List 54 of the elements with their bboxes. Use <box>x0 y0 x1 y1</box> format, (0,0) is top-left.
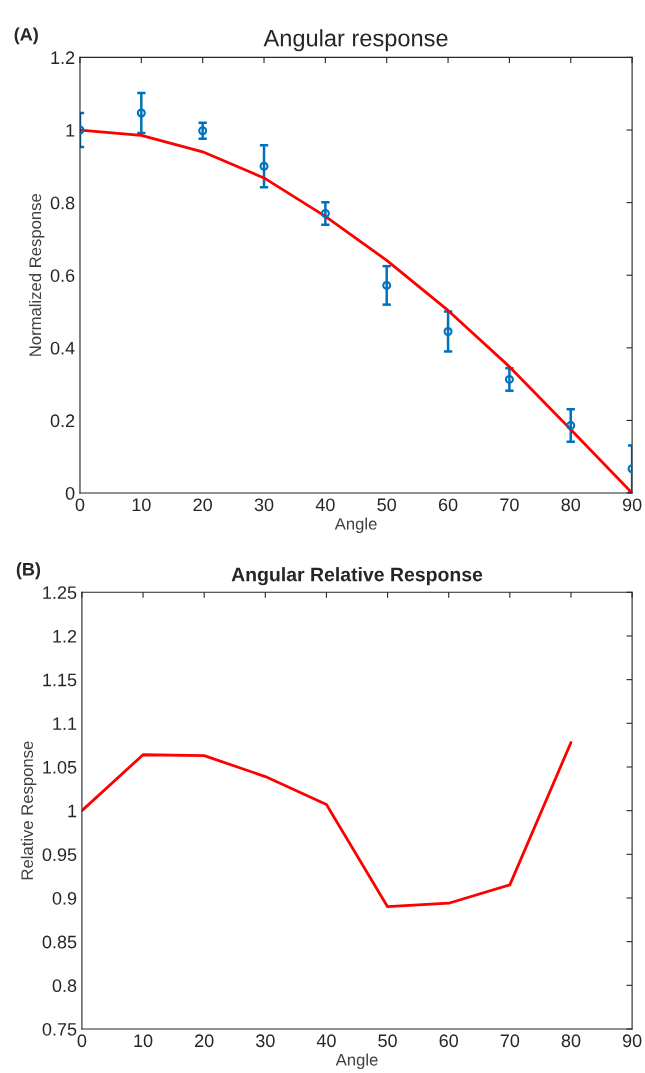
y-tick-label: 0 <box>65 486 75 500</box>
point <box>443 326 453 337</box>
y-tick-label: 0.75 <box>42 1022 77 1036</box>
x-tick-label: 10 <box>132 498 151 512</box>
y-tick-label: 0.6 <box>50 269 75 282</box>
x-tick-label: 90 <box>622 498 642 512</box>
x-tick-label: 60 <box>439 1034 459 1048</box>
y-tick-label: 1 <box>66 124 75 137</box>
x-tick-label: 20 <box>193 498 213 512</box>
line-series <box>81 741 573 909</box>
point <box>504 374 514 384</box>
x-tick-label: 80 <box>561 1034 581 1048</box>
point <box>320 209 330 219</box>
x-tick-label: 0 <box>77 1034 87 1048</box>
x-tick-label: 80 <box>561 498 581 512</box>
y-tick-label: 0.8 <box>52 979 77 993</box>
y-tick-label: 0.8 <box>50 196 75 210</box>
chart-title: Angular Relative Response <box>231 567 483 586</box>
y-tick-label: 1.1 <box>53 717 77 730</box>
x-tick-label: 60 <box>438 498 458 512</box>
point <box>136 108 146 118</box>
y-tick-label: 1.05 <box>43 760 77 774</box>
y-tick-label: 0.2 <box>50 414 75 428</box>
x-tick-label: 70 <box>500 1034 520 1048</box>
x-tick-label: 30 <box>254 498 274 512</box>
y-tick-label: 1 <box>68 804 77 818</box>
x-tick-label: 40 <box>315 498 335 512</box>
y-tick-label: 1.15 <box>43 673 77 687</box>
x-tick-label: 90 <box>622 1034 642 1048</box>
y-tick-label: 0.95 <box>42 848 77 862</box>
x-tick-label: 70 <box>500 498 519 512</box>
x-tick-label: 20 <box>195 1034 214 1048</box>
text: (A) <box>14 27 38 45</box>
x-tick-label: 50 <box>377 498 397 512</box>
x-tick-label: 40 <box>316 1034 336 1048</box>
y-tick-label: 1.25 <box>43 586 77 600</box>
x-axis-title: Angle <box>334 517 377 534</box>
y-tick-label: 1.2 <box>53 629 77 643</box>
point <box>382 280 392 290</box>
y-axis-title: Relative Response <box>20 741 37 880</box>
point <box>198 126 208 136</box>
y-axis-title: Normalized Response <box>28 193 45 356</box>
y-tick-label: 0.85 <box>42 935 77 949</box>
x-tick-label: 50 <box>378 1034 397 1048</box>
point <box>259 161 269 171</box>
x-tick-label: 30 <box>255 1034 275 1048</box>
y-tick-label: 0.4 <box>50 341 75 355</box>
y-tick-label: 0.9 <box>52 891 77 905</box>
point <box>566 421 576 431</box>
text: (B) <box>16 562 41 580</box>
x-axis-title: Angle <box>335 1053 378 1070</box>
y-tick-label: 1.2 <box>51 51 75 64</box>
chart-title: Angular response <box>263 29 448 52</box>
x-tick-label: 10 <box>134 1034 153 1048</box>
